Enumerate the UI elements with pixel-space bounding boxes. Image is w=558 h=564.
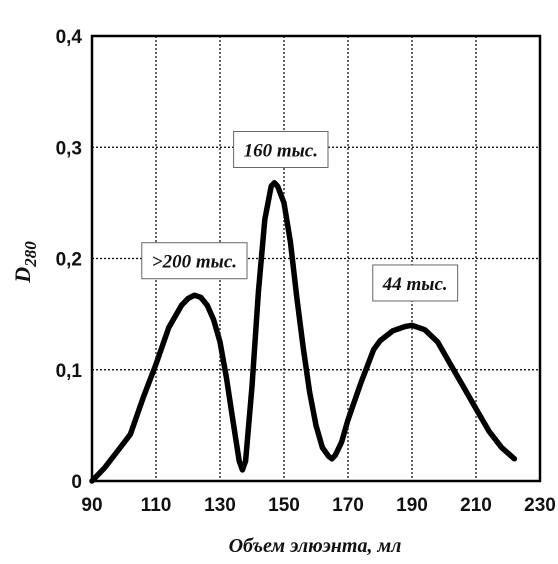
annotation-box bbox=[233, 130, 329, 168]
annotation: 160 тыс. bbox=[233, 130, 329, 168]
y-axis-title: D280 bbox=[10, 241, 40, 284]
annotation-box bbox=[141, 242, 248, 280]
y-axis-title-main: D bbox=[10, 267, 35, 284]
annotation-label: 44 тыс. bbox=[382, 274, 448, 295]
x-axis-title: Объем элюэнта, мл bbox=[229, 535, 402, 557]
y-tick-label: 0,4 bbox=[56, 27, 83, 48]
annotation-label: >200 тыс. bbox=[152, 252, 237, 273]
x-tick-label: 130 bbox=[204, 495, 236, 516]
x-tick-label: 90 bbox=[81, 495, 102, 516]
y-tick-label: 0,3 bbox=[56, 138, 82, 159]
x-tick-label: 210 bbox=[460, 495, 492, 516]
tick-labels: 90 110 130 150 170 190 210 230 0 0,1 0,2 0,3 0,4 bbox=[56, 27, 556, 516]
series-line bbox=[89, 180, 518, 484]
annotations: >200 тыс. 160 тыс. 44 тыс. bbox=[141, 130, 459, 302]
y-tick-label: 0,1 bbox=[56, 361, 83, 382]
x-tick-label: 230 bbox=[524, 495, 556, 516]
plot-frame bbox=[90, 34, 542, 483]
x-tick-label: 150 bbox=[268, 495, 300, 516]
annotation-box bbox=[372, 264, 459, 302]
y-axis-title-subscript: 280 bbox=[21, 241, 40, 268]
y-tick-label: 0,2 bbox=[56, 250, 82, 271]
annotation: 44 тыс. bbox=[372, 264, 459, 302]
annotation-label: 160 тыс. bbox=[244, 140, 318, 161]
series-layer bbox=[89, 180, 518, 484]
annotation: >200 тыс. bbox=[141, 242, 248, 280]
x-tick-label: 110 bbox=[141, 495, 172, 516]
x-tick-label: 190 bbox=[396, 495, 428, 516]
x-tick-label: 170 bbox=[332, 495, 364, 516]
y-tick-label: 0 bbox=[71, 472, 82, 493]
